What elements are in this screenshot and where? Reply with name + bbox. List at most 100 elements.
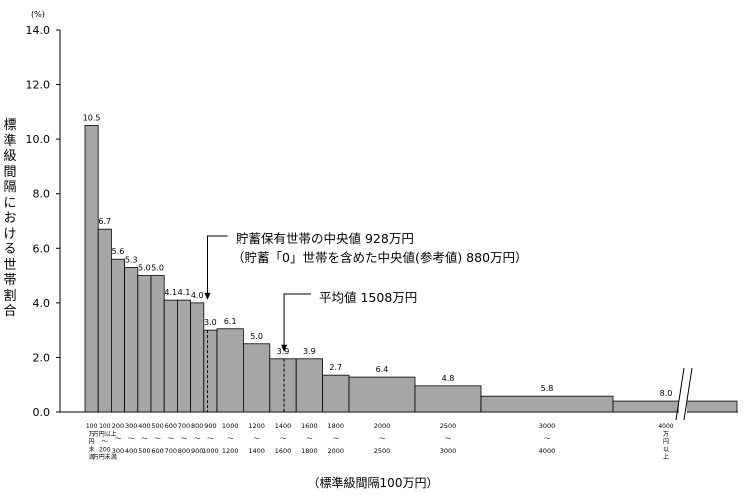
- x-tick-label: 以: [663, 446, 669, 453]
- x-tick-label: 万円未満: [93, 453, 117, 461]
- x-tick-label: 800: [178, 447, 190, 455]
- x-tick-label: 3000: [539, 422, 556, 430]
- bar-value-label: 5.0: [138, 264, 151, 273]
- x-tick-label: 3000: [440, 447, 457, 455]
- mean-arrow-line: [283, 293, 312, 347]
- x-tick-label: 〜: [333, 435, 340, 443]
- bar-value-label: 8.0: [660, 389, 673, 398]
- x-tick-label: 700: [178, 422, 190, 430]
- x-tick-label: 〜: [445, 435, 452, 443]
- bar: [269, 358, 297, 413]
- bar-value-label: 4.1: [164, 288, 177, 297]
- bar-value-label: 6.1: [224, 317, 237, 326]
- y-tick-label: 10.0: [26, 133, 51, 146]
- x-tick-label: 4000: [539, 447, 556, 455]
- bar: [414, 385, 482, 413]
- x-tick-label: 1800: [328, 422, 345, 430]
- x-tick-label: 1000: [222, 422, 239, 430]
- bar: [203, 329, 218, 413]
- x-tick-label: 300: [112, 447, 124, 455]
- bar: [348, 376, 416, 413]
- x-axis-title: （標準級間隔100万円）: [307, 476, 439, 490]
- y-tick-label: 14.0: [26, 24, 51, 37]
- axis-break-mark: [675, 367, 685, 421]
- median-annotation-line1: 貯蓄保有世帯の中央値 928万円: [236, 231, 414, 246]
- x-tick-label: 〜: [379, 435, 386, 443]
- x-tick-label: 円: [89, 439, 95, 446]
- x-tick-label: 〜: [141, 435, 148, 443]
- bar: [216, 328, 244, 413]
- x-tick-label: 〜: [115, 435, 122, 443]
- x-tick-label: 200: [99, 446, 111, 453]
- x-tick-label: 1800: [301, 447, 318, 455]
- bar: [124, 266, 139, 413]
- x-tick-label: 800: [191, 422, 203, 430]
- x-tick-label: 1600: [275, 447, 292, 455]
- x-tick-label: 未: [89, 445, 95, 453]
- bar-value-label: 3.9: [277, 347, 290, 356]
- x-tick-label: 1400: [275, 422, 292, 430]
- bar-value-label: 5.8: [541, 384, 554, 393]
- x-tick-label: 300: [125, 422, 137, 430]
- y-unit-label: (%): [31, 10, 45, 19]
- x-tick-label: 〜: [280, 435, 287, 443]
- median-annotation-line2: （貯蓄「0」世帯を含めた中央値(参考値) 880万円）: [232, 250, 528, 265]
- x-tick-label: 1200: [222, 447, 239, 455]
- bar: [150, 275, 165, 413]
- x-tick-label: 100: [99, 423, 111, 430]
- bar: [322, 374, 350, 413]
- bar-value-label: 4.1: [178, 288, 191, 297]
- bar-value-label: 4.0: [191, 291, 204, 300]
- x-tick-label: 200: [112, 422, 124, 430]
- bar: [97, 228, 112, 413]
- bar-value-label: 10.5: [83, 114, 101, 123]
- bar: [480, 395, 614, 413]
- median-arrow-line: [206, 235, 228, 297]
- y-tick-label: 12.0: [26, 79, 51, 92]
- bar-value-label: 5.3: [125, 255, 138, 264]
- bar-value-label: 3.0: [204, 318, 217, 327]
- x-tick-label: 〜: [154, 435, 161, 443]
- x-tick-label: 2500: [440, 422, 457, 430]
- x-tick-label: 600: [151, 447, 163, 455]
- y-tick-label: 4.0: [33, 297, 51, 310]
- bar: [137, 275, 152, 413]
- x-tick-label: 700: [165, 447, 177, 455]
- x-tick-label: 2000: [374, 422, 391, 430]
- bar: [295, 358, 324, 413]
- axis-break-mark: [683, 367, 693, 421]
- x-tick-label: 2500: [374, 447, 391, 455]
- x-tick-label: 万円以上: [93, 430, 117, 438]
- x-tick-label: 2000: [328, 447, 345, 455]
- bar-value-label: 3.9: [303, 347, 316, 356]
- y-tick-label: 8.0: [33, 188, 51, 201]
- y-tick-label: 2.0: [33, 351, 51, 364]
- x-tick-label: 〜: [168, 435, 175, 443]
- x-tick-label: 上: [663, 453, 669, 461]
- x-tick-label: 〜: [207, 435, 214, 443]
- y-tick-label: 0.0: [33, 406, 51, 419]
- x-tick-label: 〜: [128, 435, 135, 443]
- x-tick-label: 1400: [248, 447, 265, 455]
- x-tick-label: 500: [138, 447, 150, 455]
- x-tick-label: 100: [86, 423, 98, 430]
- median-arrow-head: [204, 292, 211, 300]
- bar-value-label: 5.6: [112, 247, 125, 256]
- y-axis-title: 標準級間隔における世帯割合: [3, 118, 17, 319]
- x-tick-label: 〜: [227, 435, 234, 443]
- bar: [163, 299, 178, 413]
- x-tick-label: 万: [663, 431, 669, 438]
- x-tick-label: 〜: [102, 439, 108, 446]
- x-tick-label: 400: [125, 447, 137, 455]
- bar-value-label: 4.8: [442, 374, 455, 383]
- x-tick-label: 600: [165, 422, 177, 430]
- x-tick-label: 〜: [181, 435, 188, 443]
- x-tick-label: 1600: [301, 422, 318, 430]
- x-tick-label: 〜: [306, 435, 313, 443]
- x-tick-label: 円: [663, 439, 669, 446]
- x-tick-label: 〜: [544, 435, 551, 443]
- bar: [176, 299, 191, 413]
- bar: [84, 125, 99, 413]
- x-tick-label: 満: [89, 453, 95, 461]
- bar: [190, 302, 205, 413]
